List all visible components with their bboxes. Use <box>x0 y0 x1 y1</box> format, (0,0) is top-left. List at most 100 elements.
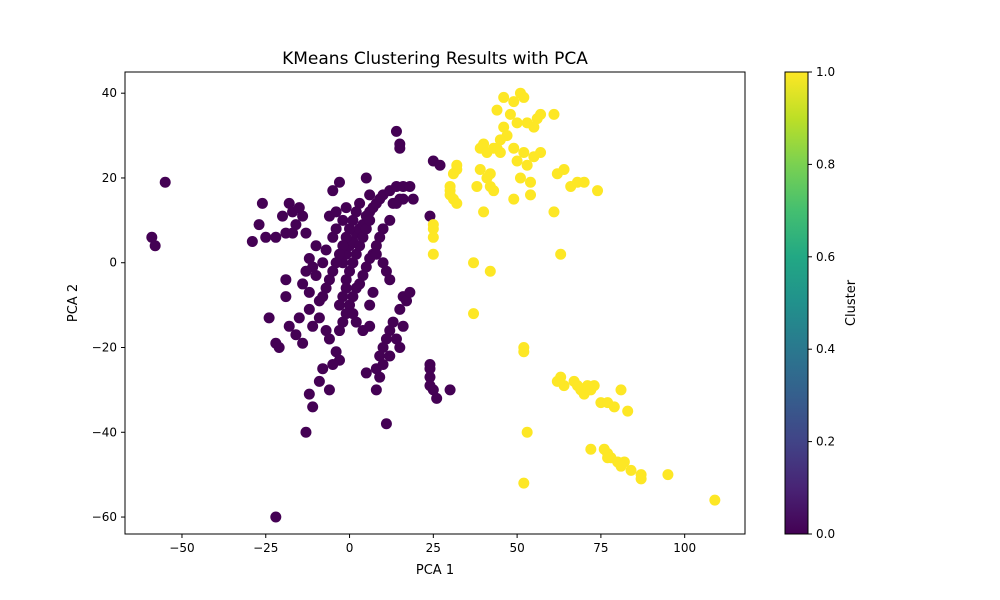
cluster-1-point <box>508 193 520 205</box>
cluster-1-point <box>578 176 590 188</box>
cluster-1-point <box>504 108 516 120</box>
cluster-0-point <box>384 214 396 226</box>
cluster-1-point <box>662 469 674 481</box>
cluster-0-point <box>364 299 376 311</box>
y-tick-label: 20 <box>102 171 117 185</box>
cluster-0-point <box>427 384 439 396</box>
cluster-1-point <box>427 231 439 243</box>
cluster-0-point <box>424 371 436 383</box>
y-axis: −60 −40 −20 0 20 40 <box>92 86 125 524</box>
cluster-0-point <box>320 282 332 294</box>
cluster-0-point <box>340 231 352 243</box>
cluster-1-point <box>494 147 506 159</box>
x-tick-label: 25 <box>426 541 441 555</box>
cluster-1-point <box>471 180 483 192</box>
cluster-0-point <box>320 325 332 337</box>
cluster-0-point <box>350 282 362 294</box>
cluster-1-point <box>511 117 523 129</box>
cluster-0-point <box>424 363 436 375</box>
cluster-0-point <box>360 172 372 184</box>
cluster-0-point <box>364 214 376 226</box>
cluster-0-point <box>380 265 392 277</box>
cluster-0-point <box>290 329 302 341</box>
colorbar-tick-label: 0.0 <box>816 527 835 541</box>
cluster-1-point <box>494 134 506 146</box>
colorbar <box>784 71 809 535</box>
cluster-1-point <box>548 206 560 218</box>
cluster-0-point <box>300 426 312 438</box>
cluster-0-point <box>253 219 265 231</box>
cluster-0-point <box>384 325 396 337</box>
cluster-0-point <box>270 231 282 243</box>
x-tick-label: 0 <box>346 541 354 555</box>
cluster-1-point <box>468 257 480 269</box>
cluster-0-point <box>384 350 396 362</box>
cluster-1-point <box>427 223 439 235</box>
cluster-1-point <box>535 147 547 159</box>
colorbar-tick-label: 0.4 <box>816 342 835 356</box>
y-tick-label: −60 <box>92 510 117 524</box>
cluster-1-point <box>508 96 520 108</box>
cluster-0-point <box>333 248 345 260</box>
cluster-1-point <box>468 308 480 320</box>
cluster-0-point <box>390 125 402 137</box>
cluster-0-point <box>313 375 325 387</box>
cluster-1-point <box>622 405 634 417</box>
cluster-0-point <box>146 231 158 243</box>
x-tick-label: 75 <box>593 541 608 555</box>
cluster-0-point <box>337 316 349 328</box>
cluster-1-point <box>615 460 627 472</box>
cluster-0-point <box>293 202 305 214</box>
cluster-1-point <box>491 104 503 116</box>
cluster-0-point <box>277 210 289 222</box>
cluster-0-point <box>293 312 305 324</box>
cluster-0-point <box>374 371 386 383</box>
cluster-0-point <box>350 316 362 328</box>
cluster-1-point <box>585 443 597 455</box>
cluster-0-point <box>360 261 372 273</box>
x-axis-label: PCA 1 <box>416 563 454 578</box>
cluster-0-point <box>297 210 309 222</box>
cluster-0-point <box>347 257 359 269</box>
x-tick-label: 100 <box>673 541 696 555</box>
cluster-0-point <box>283 197 295 209</box>
cluster-0-point <box>377 342 389 354</box>
cluster-0-point <box>424 210 436 222</box>
cluster-1-point <box>498 91 510 103</box>
cluster-1-point <box>518 346 530 358</box>
cluster-0-point <box>380 418 392 430</box>
x-tick-label: −25 <box>253 541 278 555</box>
x-tick-label: 50 <box>509 541 524 555</box>
cluster-0-point <box>360 223 372 235</box>
cluster-0-point <box>283 320 295 332</box>
y-tick-label: 40 <box>102 86 117 100</box>
cluster-1-point <box>592 185 604 197</box>
cluster-1-point <box>447 168 459 180</box>
cluster-1-point <box>548 108 560 120</box>
cluster-0-point <box>397 320 409 332</box>
cluster-1-point <box>511 155 523 167</box>
cluster-1-point <box>615 384 627 396</box>
cluster-1-point <box>518 147 530 159</box>
y-tick-label: −20 <box>92 341 117 355</box>
cluster-0-point <box>263 312 275 324</box>
cluster-1-point <box>514 172 526 184</box>
cluster-0-point <box>260 231 272 243</box>
cluster-0-point <box>300 227 312 239</box>
cluster-0-point <box>377 358 389 370</box>
cluster-0-point <box>380 333 392 345</box>
cluster-0-point <box>270 511 282 523</box>
colorbar-tick-label: 0.8 <box>816 157 835 171</box>
cluster-0-point <box>287 227 299 239</box>
cluster-0-point <box>327 185 339 197</box>
cluster-0-point <box>377 257 389 269</box>
cluster-1-point <box>558 380 570 392</box>
cluster-1-point <box>535 108 547 120</box>
cluster-0-point <box>374 350 386 362</box>
cluster-0-point <box>330 206 342 218</box>
cluster-0-point <box>394 142 406 154</box>
cluster-0-point <box>337 214 349 226</box>
cluster-0-point <box>310 240 322 252</box>
colorbar-tick-label: 0.2 <box>816 435 835 449</box>
